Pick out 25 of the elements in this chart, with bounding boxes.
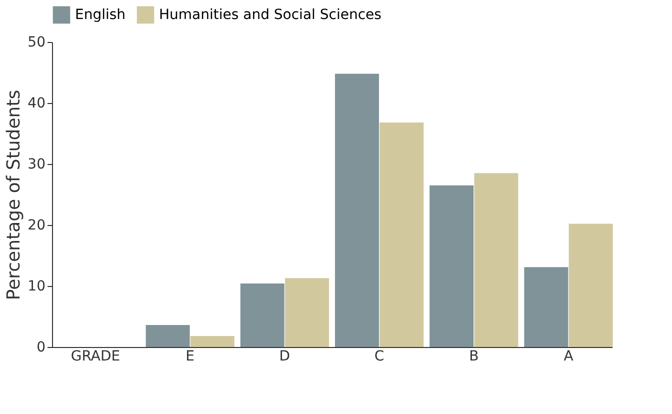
y-tick-label: 50 — [28, 34, 46, 50]
bar — [190, 336, 234, 347]
bar — [240, 284, 284, 347]
x-tick-label: GRADE — [70, 348, 120, 364]
x-tick-label: D — [279, 348, 290, 364]
y-tick-label: 40 — [28, 96, 46, 112]
bar — [146, 325, 190, 347]
bar — [430, 185, 474, 347]
bar — [524, 267, 568, 347]
y-axis-title: Percentage of Students — [4, 90, 25, 300]
y-tick-label: 0 — [36, 340, 46, 356]
x-tick-label: E — [186, 348, 195, 364]
x-tick-label: B — [469, 348, 479, 364]
bar — [380, 122, 424, 347]
x-tick-label: A — [564, 348, 574, 364]
y-tick-label: 10 — [28, 278, 46, 294]
bar — [474, 173, 518, 347]
bar — [568, 224, 613, 347]
y-tick-label: 20 — [28, 218, 46, 234]
legend-label: English — [75, 6, 126, 23]
y-tick-label: 30 — [28, 156, 46, 172]
x-tick-label: C — [374, 348, 384, 364]
legend-label: Humanities and Social Sciences — [159, 6, 382, 23]
bar — [285, 278, 330, 347]
bar — [334, 74, 379, 347]
